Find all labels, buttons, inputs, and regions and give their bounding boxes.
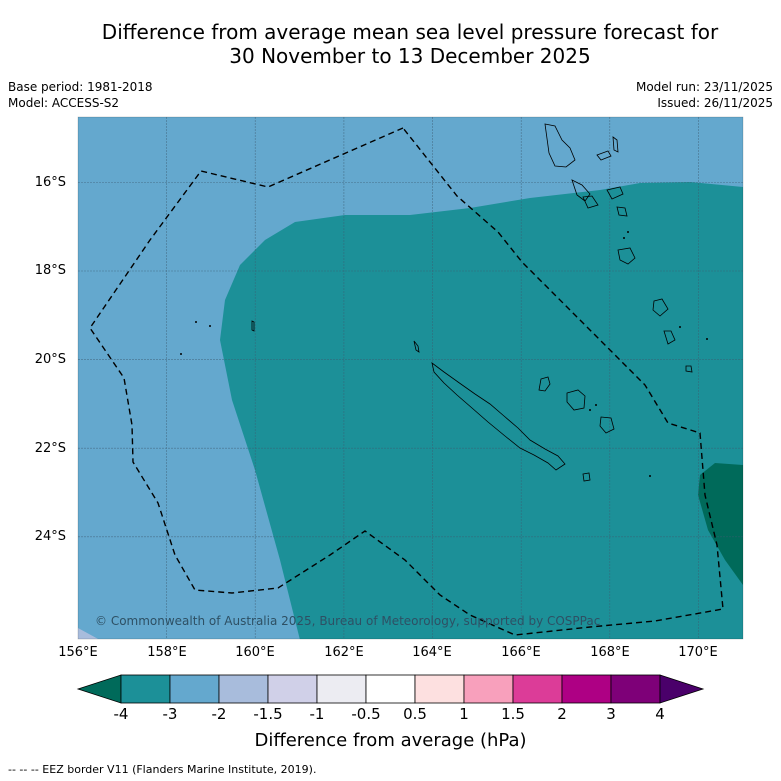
- meta-right: Model run: 23/11/2025 Issued: 26/11/2025: [636, 79, 773, 111]
- vanuatu-tanna: [663, 330, 676, 345]
- colorbar: [76, 674, 705, 704]
- lon-label-160e: 160°E: [235, 645, 275, 660]
- colorbar-title: Difference from average (hPa): [254, 730, 527, 751]
- lat-label-24s: 24°S: [34, 529, 66, 544]
- vanuatu-efate: [617, 247, 636, 265]
- vanuatu-aneityum: [685, 365, 693, 373]
- map-panel: [78, 117, 743, 639]
- colorbar-swatch-2: [169, 674, 220, 704]
- eez-footnote: -- -- -- EEZ border V11 (Flanders Marine…: [8, 763, 317, 776]
- vanuatu-maewo: [596, 150, 612, 161]
- colorbar-extend-low: [76, 674, 122, 704]
- map-title: Difference from average mean sea level p…: [0, 20, 781, 68]
- lon-label-156e: 156°E: [58, 645, 98, 660]
- small-islets: [180, 231, 708, 477]
- chesterfield-reef: [251, 320, 255, 332]
- loyalty-island-mare: [599, 416, 615, 434]
- colorbar-tick-minus3: -3: [162, 705, 178, 723]
- colorbar-tick-2: 2: [557, 705, 567, 723]
- lon-label-170e: 170°E: [678, 645, 718, 660]
- colorbar-swatch-9: [512, 674, 563, 704]
- colorbar-tick-3: 3: [606, 705, 616, 723]
- lon-label-166e: 166°E: [501, 645, 541, 660]
- colorbar-tick-1-5: 1.5: [501, 705, 525, 723]
- colorbar-tick-4: 4: [655, 705, 665, 723]
- lon-label-168e: 168°E: [590, 645, 630, 660]
- isle-of-pines: [582, 472, 591, 482]
- lat-label-16s: 16°S: [34, 175, 66, 190]
- colorbar-swatch-5: [316, 674, 367, 704]
- vanuatu-malakula: [571, 179, 591, 202]
- graticule: [78, 117, 743, 639]
- colorbar-tick-0-5: 0.5: [403, 705, 427, 723]
- vanuatu-erromango: [652, 298, 669, 317]
- colorbar-swatch-3: [218, 674, 269, 704]
- base-period: Base period: 1981-2018: [8, 80, 153, 94]
- issued-date: Issued: 26/11/2025: [657, 96, 773, 110]
- colorbar-tick-minus2: -2: [211, 705, 227, 723]
- belep-islet: [413, 340, 420, 353]
- map-frame: [77, 116, 744, 640]
- lower-left-light-patch: [78, 628, 99, 639]
- anomaly-band-minus4-minus3: [220, 182, 743, 639]
- lon-label-158e: 158°E: [147, 645, 187, 660]
- lat-label-18s: 18°S: [34, 263, 66, 278]
- loyalty-island-lifou: [566, 389, 586, 411]
- model-run: Model run: 23/11/2025: [635, 80, 773, 94]
- colorbar-swatch-7: [414, 674, 465, 704]
- lat-label-22s: 22°S: [34, 441, 66, 456]
- copyright-notice: © Commonwealth of Australia 2025, Bureau…: [95, 614, 601, 628]
- title-line-1: Difference from average mean sea level p…: [101, 20, 719, 44]
- vanuatu-espiritu-santo: [544, 123, 576, 168]
- vanuatu-ambrym: [606, 186, 624, 200]
- title-line-2: 30 November to 13 December 2025: [229, 44, 591, 68]
- colorbar-tick-minus0-5: -0.5: [351, 705, 381, 723]
- colorbar-tick-minus1: -1: [309, 705, 325, 723]
- vanuatu-epi: [582, 195, 599, 209]
- colorbar-swatch-4: [267, 674, 318, 704]
- lon-label-162e: 162°E: [324, 645, 364, 660]
- loyalty-island-ouvea: [538, 376, 551, 392]
- lon-label-164e: 164°E: [412, 645, 452, 660]
- land: [251, 123, 693, 482]
- anomaly-band-below-minus4: [698, 463, 743, 585]
- meta-left: Base period: 1981-2018 Model: ACCESS-S2: [8, 79, 153, 111]
- lat-label-20s: 20°S: [34, 352, 66, 367]
- vanuatu-shepherd-islands: [616, 206, 628, 217]
- colorbar-tick-minus1-5: -1.5: [253, 705, 283, 723]
- colorbar-tick-minus4: -4: [113, 705, 129, 723]
- colorbar-swatch-6: [365, 674, 416, 704]
- colorbar-tick-1: 1: [459, 705, 469, 723]
- vanuatu-pentecost: [612, 136, 619, 153]
- colorbar-swatch-10: [561, 674, 612, 704]
- new-caledonia-island: [431, 362, 566, 471]
- colorbar-swatch-11: [610, 674, 661, 704]
- model-name: Model: ACCESS-S2: [8, 96, 120, 110]
- colorbar-swatch-1: [120, 674, 171, 704]
- colorbar-extend-high: [659, 674, 705, 704]
- colorbar-swatch-8: [463, 674, 514, 704]
